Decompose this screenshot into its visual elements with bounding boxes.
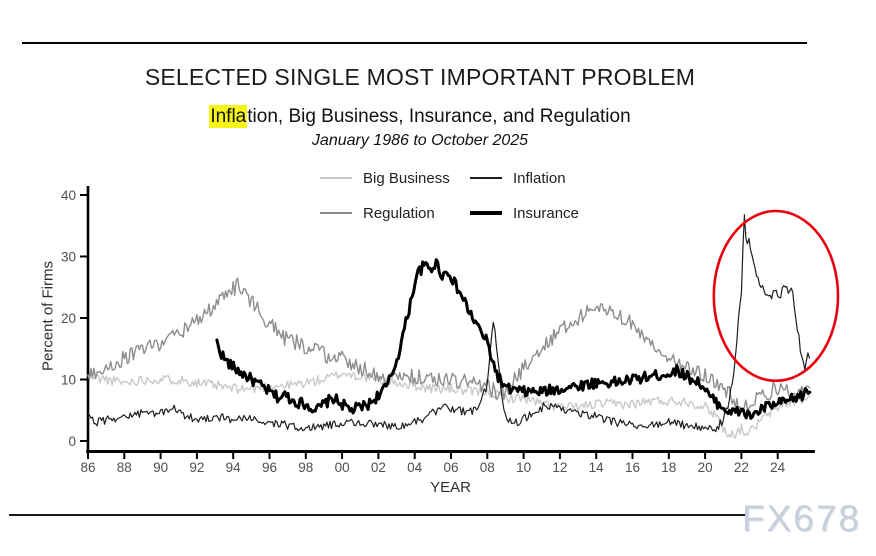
svg-text:94: 94 — [226, 460, 242, 475]
svg-text:10: 10 — [61, 373, 76, 388]
subtitle-rest: tion, Big Business, Insurance, and Regul… — [247, 106, 631, 127]
svg-text:18: 18 — [661, 460, 676, 475]
svg-text:14: 14 — [589, 460, 605, 475]
svg-text:02: 02 — [371, 460, 386, 475]
svg-text:00: 00 — [335, 460, 350, 475]
bottom-divider — [9, 514, 745, 516]
legend-swatch-insurance — [470, 211, 502, 215]
legend-item-regulation: Regulation — [320, 204, 435, 222]
subtitle-highlight: Infla — [209, 105, 248, 128]
svg-text:20: 20 — [61, 311, 76, 326]
x-axis-title: YEAR — [430, 479, 471, 496]
legend-label-inflation: Inflation — [513, 169, 566, 187]
svg-text:40: 40 — [61, 188, 76, 203]
svg-text:30: 30 — [61, 250, 76, 265]
legend-label-big-business: Big Business — [363, 169, 450, 187]
legend-swatch-big-business — [320, 177, 352, 179]
watermark: FX678 — [742, 498, 862, 539]
svg-text:04: 04 — [407, 460, 423, 475]
legend-item-insurance: Insurance — [470, 204, 579, 222]
svg-text:0: 0 — [68, 434, 76, 449]
svg-text:88: 88 — [117, 460, 132, 475]
svg-text:92: 92 — [189, 460, 204, 475]
chart-subtitle: Inflation, Big Business, Insurance, and … — [0, 105, 840, 128]
legend-item-inflation: Inflation — [470, 169, 566, 187]
svg-text:98: 98 — [298, 460, 313, 475]
svg-text:10: 10 — [516, 460, 531, 475]
date-range-label: January 1986 to October 2025 — [311, 132, 529, 149]
svg-text:20: 20 — [698, 460, 713, 475]
svg-text:90: 90 — [153, 460, 168, 475]
svg-text:96: 96 — [262, 460, 277, 475]
svg-text:22: 22 — [734, 460, 749, 475]
legend-label-regulation: Regulation — [363, 204, 435, 222]
svg-text:86: 86 — [80, 460, 95, 475]
svg-text:24: 24 — [770, 460, 786, 475]
chart-title: SELECTED SINGLE MOST IMPORTANT PROBLEM — [144, 64, 696, 90]
svg-text:06: 06 — [443, 460, 458, 475]
svg-text:12: 12 — [552, 460, 567, 475]
svg-text:08: 08 — [480, 460, 495, 475]
top-divider — [22, 42, 807, 44]
svg-text:16: 16 — [625, 460, 640, 475]
legend-swatch-inflation — [470, 177, 502, 179]
legend-swatch-regulation — [320, 212, 352, 214]
legend-item-big-business: Big Business — [320, 169, 450, 187]
legend-label-insurance: Insurance — [513, 204, 579, 222]
